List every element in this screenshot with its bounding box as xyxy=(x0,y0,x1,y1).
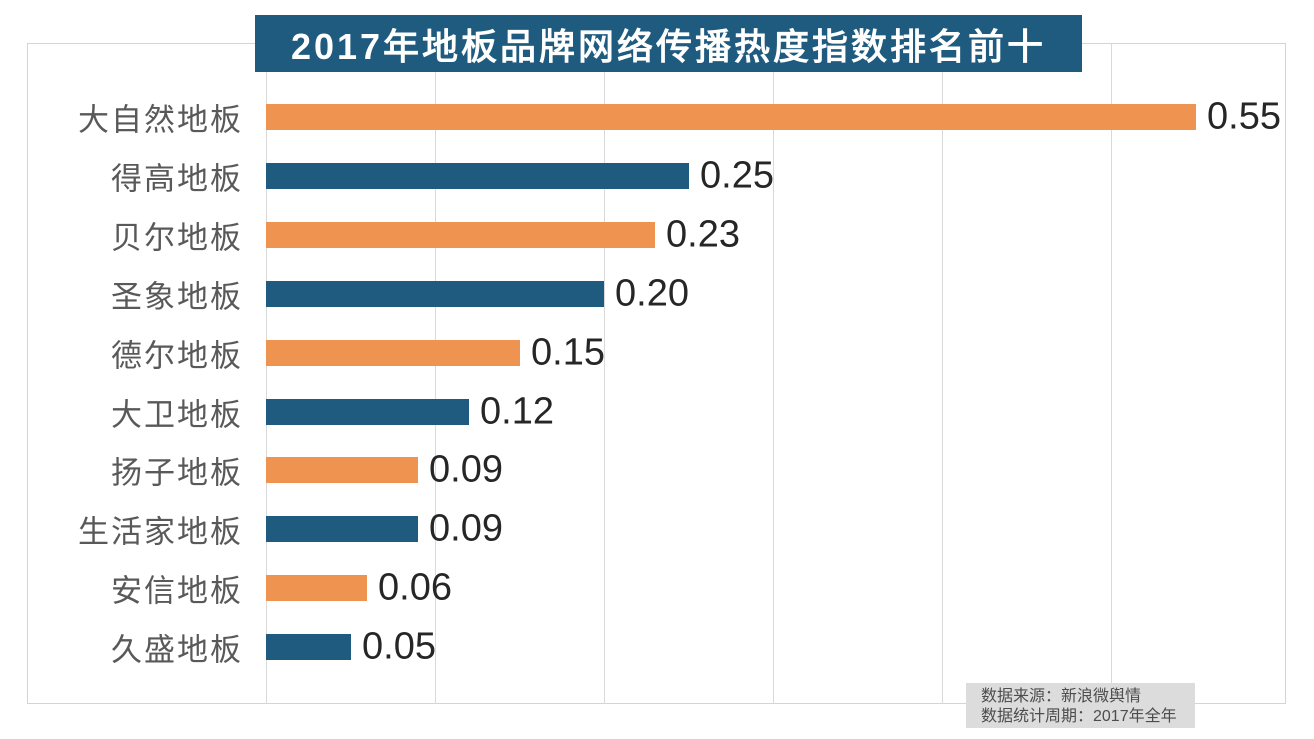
data-source-note: 数据来源：新浪微舆情 数据统计周期：2017年全年 xyxy=(966,683,1195,728)
bar xyxy=(266,399,469,425)
value-label: 0.23 xyxy=(666,213,740,256)
bar xyxy=(266,516,418,542)
value-label: 0.05 xyxy=(362,625,436,668)
bar xyxy=(266,575,367,601)
gridline xyxy=(942,44,943,704)
value-label: 0.55 xyxy=(1207,95,1281,138)
category-label: 扬子地板 xyxy=(111,455,243,491)
category-label: 贝尔地板 xyxy=(111,220,243,256)
category-label: 久盛地板 xyxy=(111,632,243,668)
gridline xyxy=(1111,44,1112,704)
value-label: 0.06 xyxy=(378,566,452,609)
value-label: 0.09 xyxy=(429,507,503,550)
chart-title-banner: 2017年地板品牌网络传播热度指数排名前十 xyxy=(255,15,1082,72)
category-label: 生活家地板 xyxy=(78,514,243,550)
chart-title: 2017年地板品牌网络传播热度指数排名前十 xyxy=(290,25,1047,67)
gridline xyxy=(435,44,436,704)
gridline xyxy=(773,44,774,704)
category-label: 德尔地板 xyxy=(111,338,243,374)
bar xyxy=(266,281,604,307)
category-label: 大自然地板 xyxy=(78,102,243,138)
gridline xyxy=(604,44,605,704)
value-label: 0.12 xyxy=(480,390,554,433)
value-label: 0.09 xyxy=(429,448,503,491)
value-label: 0.25 xyxy=(700,154,774,197)
category-label: 得高地板 xyxy=(111,161,243,197)
bar xyxy=(266,104,1196,130)
bar xyxy=(266,222,655,248)
category-label: 安信地板 xyxy=(111,573,243,609)
bar xyxy=(266,634,351,660)
value-label: 0.20 xyxy=(615,272,689,315)
category-label: 圣象地板 xyxy=(111,279,243,315)
value-label: 0.15 xyxy=(531,331,605,374)
bar xyxy=(266,163,689,189)
data-period-line: 数据统计周期：2017年全年 xyxy=(981,708,1177,725)
gridline xyxy=(266,44,267,704)
bar xyxy=(266,457,418,483)
data-source-line: 数据来源：新浪微舆情 xyxy=(981,688,1142,705)
category-label: 大卫地板 xyxy=(111,397,243,433)
bar xyxy=(266,340,520,366)
